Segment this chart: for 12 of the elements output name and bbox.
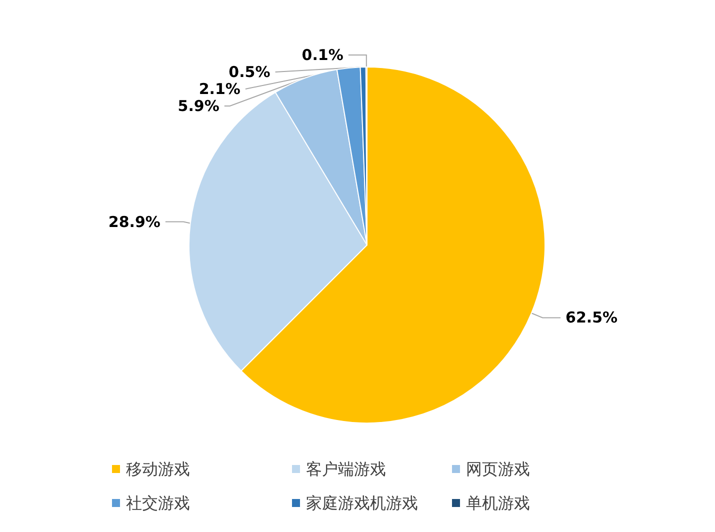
legend-label: 客户端游戏 bbox=[306, 460, 386, 478]
legend-label: 移动游戏 bbox=[126, 460, 190, 478]
data-label: 0.5% bbox=[228, 63, 270, 81]
data-label: 0.1% bbox=[302, 46, 344, 64]
legend-label: 社交游戏 bbox=[126, 494, 190, 512]
data-label: 62.5% bbox=[566, 308, 618, 327]
legend-label: 单机游戏 bbox=[466, 494, 530, 512]
data-label: 2.1% bbox=[198, 80, 240, 98]
legend-label: 家庭游戏机游戏 bbox=[306, 494, 418, 512]
data-label: 28.9% bbox=[108, 212, 160, 231]
legend-label: 网页游戏 bbox=[466, 460, 530, 478]
data-label: 5.9% bbox=[178, 97, 220, 115]
